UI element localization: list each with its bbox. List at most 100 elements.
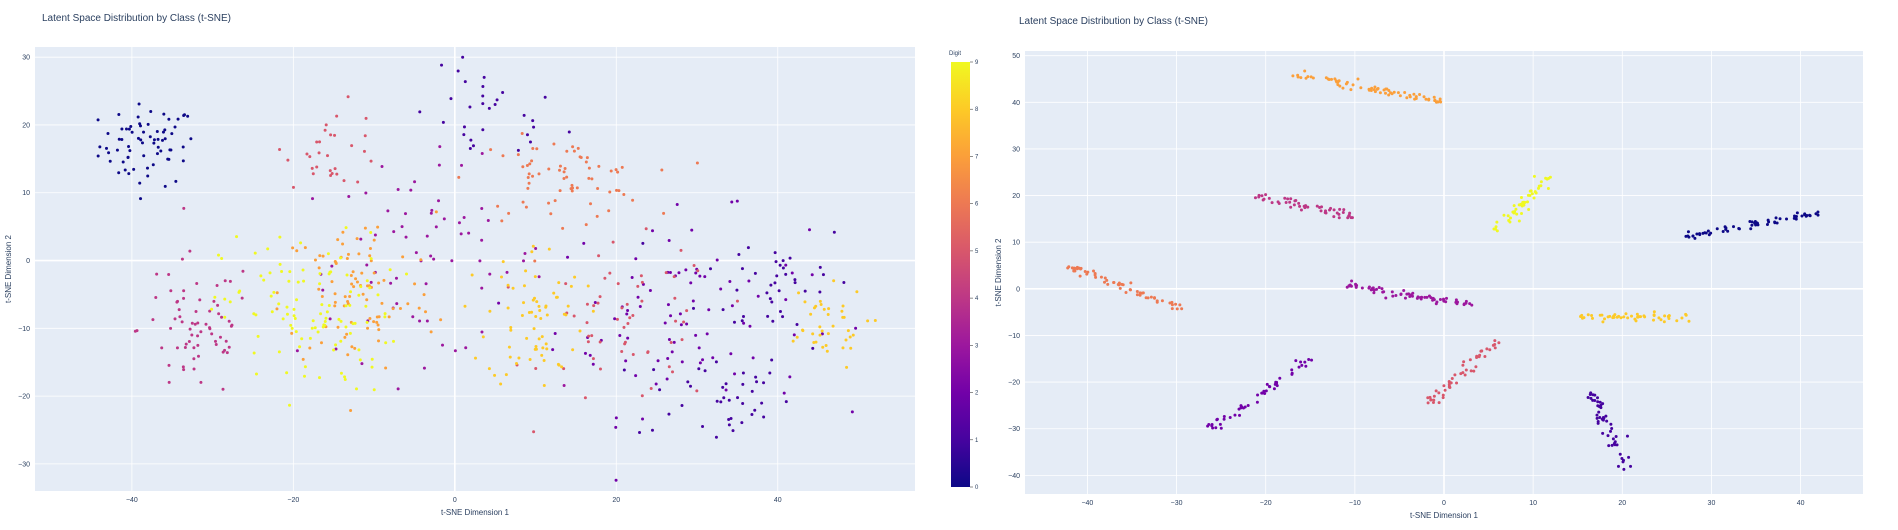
- point-digit-5: [640, 394, 644, 398]
- point-digit-7: [333, 292, 337, 296]
- point-digit-3: [1445, 296, 1449, 300]
- point-digit-8: [809, 312, 813, 316]
- point-digit-0: [1703, 231, 1707, 235]
- point-digit-4: [190, 333, 194, 337]
- point-digit-9: [269, 294, 273, 298]
- y-tick-label: 20: [1012, 193, 1020, 200]
- point-digit-1: [729, 416, 733, 420]
- point-digit-9: [1530, 192, 1534, 196]
- point-digit-9: [311, 319, 315, 323]
- point-digit-8: [1633, 317, 1637, 321]
- y-tick-label: 0: [26, 258, 30, 265]
- point-digit-9: [292, 314, 296, 318]
- point-digit-8: [493, 373, 497, 377]
- point-digit-9: [268, 271, 272, 275]
- point-digit-7: [303, 246, 307, 250]
- point-digit-6: [572, 149, 576, 153]
- point-digit-0: [126, 155, 130, 159]
- point-digit-8: [544, 304, 548, 308]
- point-digit-5: [664, 271, 668, 275]
- point-digit-7: [354, 277, 358, 281]
- point-digit-5: [333, 167, 337, 171]
- point-digit-3: [1442, 298, 1446, 302]
- point-digit-3: [395, 302, 399, 306]
- point-digit-5: [1461, 371, 1465, 375]
- point-digit-3: [1418, 296, 1422, 300]
- point-digit-9: [404, 272, 408, 276]
- point-digit-5: [596, 301, 600, 305]
- point-digit-9: [1525, 200, 1529, 204]
- point-digit-1: [469, 138, 473, 142]
- point-digit-1: [1612, 442, 1616, 446]
- point-digit-4: [1294, 199, 1298, 203]
- point-digit-7: [1408, 93, 1412, 97]
- point-digit-3: [1423, 295, 1427, 299]
- point-digit-7: [1418, 92, 1422, 96]
- point-digit-7: [346, 353, 350, 357]
- point-digit-9: [302, 279, 306, 283]
- point-digit-2: [1294, 359, 1298, 363]
- point-digit-3: [1456, 300, 1460, 304]
- point-digit-8: [525, 336, 529, 340]
- point-digit-6: [553, 199, 557, 203]
- point-digit-4: [151, 318, 155, 322]
- point-digit-6: [1138, 291, 1142, 295]
- point-digit-0: [121, 160, 125, 164]
- point-digit-0: [106, 132, 110, 136]
- point-digit-3: [442, 217, 446, 221]
- point-digit-2: [497, 301, 501, 305]
- point-digit-5: [1428, 395, 1432, 399]
- scatter-plot-right: −40 −30 −20 −10 0 10 20 30 40 −40 −30 −20 −10 0 10 20 30…: [994, 51, 1863, 520]
- point-digit-6: [507, 211, 511, 215]
- point-digit-8: [1657, 316, 1661, 320]
- point-digit-9: [327, 303, 331, 307]
- point-digit-9: [384, 341, 388, 345]
- point-digit-0: [1715, 227, 1719, 231]
- point-digit-4: [1289, 205, 1293, 209]
- point-digit-9: [296, 280, 300, 284]
- point-digit-4: [184, 342, 188, 346]
- y-tick-label: 40: [1012, 100, 1020, 107]
- point-digit-6: [563, 166, 567, 170]
- point-digit-8: [821, 345, 825, 349]
- point-digit-1: [449, 97, 453, 101]
- point-digit-0: [127, 172, 131, 176]
- point-digit-3: [295, 349, 299, 353]
- point-digit-8: [528, 357, 532, 361]
- point-digit-4: [188, 249, 192, 253]
- point-digit-0: [152, 141, 156, 145]
- point-digit-6: [571, 186, 575, 190]
- point-digit-4: [160, 346, 164, 350]
- point-digit-1: [1601, 402, 1605, 406]
- point-digit-0: [156, 137, 160, 141]
- point-digit-1: [781, 259, 785, 263]
- point-digit-3: [480, 286, 484, 290]
- point-digit-5: [342, 179, 346, 183]
- point-digit-1: [768, 371, 772, 375]
- point-digit-1: [418, 110, 422, 114]
- point-digit-4: [223, 348, 227, 352]
- point-digit-8: [591, 309, 595, 313]
- point-digit-7: [1349, 88, 1353, 92]
- point-digit-6: [585, 156, 589, 160]
- point-digit-7: [368, 316, 372, 320]
- point-digit-2: [1233, 413, 1237, 417]
- point-digit-2: [668, 271, 672, 275]
- point-digit-1: [1625, 434, 1629, 438]
- point-digit-7: [1330, 77, 1334, 81]
- point-digit-4: [167, 272, 171, 276]
- point-digit-1: [760, 401, 764, 405]
- point-digit-5: [591, 357, 595, 361]
- point-digit-0: [189, 137, 193, 141]
- point-digit-9: [318, 376, 322, 380]
- point-digit-7: [372, 320, 376, 324]
- point-digit-7: [343, 335, 347, 339]
- point-digit-4: [199, 330, 203, 334]
- point-digit-4: [225, 351, 229, 355]
- point-digit-3: [434, 225, 438, 229]
- point-digit-6: [489, 148, 493, 152]
- point-digit-8: [560, 365, 564, 369]
- point-digit-5: [1472, 369, 1476, 373]
- point-digit-2: [792, 333, 796, 337]
- point-digit-4: [196, 343, 200, 347]
